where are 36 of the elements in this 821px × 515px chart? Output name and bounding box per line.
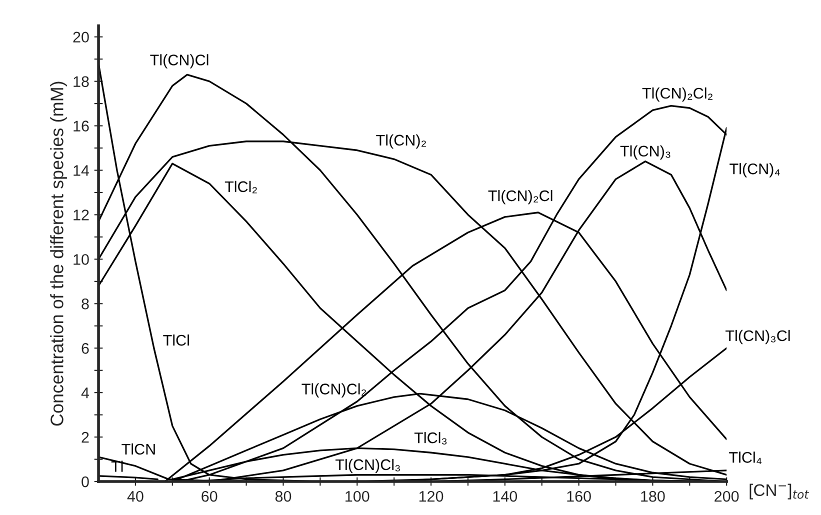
x-axis-title: [CN$^{−}$]$_{tot}$ — [750, 484, 810, 500]
series-label: Tl(CN)Cl — [150, 54, 208, 68]
x-tick-label: 80 — [275, 490, 292, 502]
y-tick-label: 2 — [82, 432, 89, 443]
y-tick-label: 18 — [74, 76, 89, 88]
y-tick-label: 8 — [82, 298, 89, 310]
x-tick-label: 60 — [202, 490, 218, 502]
y-axis-title: Concentration of the different species (mM) — [50, 82, 67, 426]
series-label: TlCl₂ — [224, 180, 257, 194]
y-tick-label: 12 — [74, 210, 89, 220]
series-label: Tl(CN)Cl₃ — [335, 458, 400, 474]
x-tick-label: 140 — [493, 490, 518, 502]
y-tick-label: 20 — [73, 32, 89, 43]
series-label: Tl(CN)₃Cl — [726, 330, 790, 344]
y-tick-label: 6 — [82, 342, 89, 354]
x-tick-label: 160 — [567, 490, 591, 502]
y-tick-label: 10 — [74, 254, 89, 265]
series-label: Tl(CN)₃ — [620, 145, 670, 160]
series-label: Tl(CN)₄ — [730, 163, 780, 178]
x-tick-label: 100 — [346, 490, 370, 502]
series-label: TlCl — [163, 334, 189, 346]
series-label: Tl(CN)₂Cl₂ — [642, 87, 712, 102]
x-tick-label: 180 — [641, 490, 665, 502]
series-label: TlCN — [122, 443, 155, 455]
x-tick-label: 120 — [419, 490, 444, 502]
series-label: Tl(CN)₂ — [376, 134, 426, 149]
series-label: Tl(CN)Cl₂ — [302, 383, 366, 398]
y-tick-label: 0 — [82, 476, 89, 488]
series-label: Tl(CN)₂Cl — [488, 190, 552, 204]
x-tick-label: 40 — [127, 490, 144, 502]
y-tick-label: 14 — [74, 165, 90, 176]
y-tick-label: 16 — [74, 120, 89, 132]
y-tick-label: 4 — [81, 388, 90, 398]
x-tick-label: 200 — [714, 490, 739, 502]
series-label: TlCl₃ — [414, 432, 447, 444]
series-label: TlCl₄ — [729, 452, 762, 464]
